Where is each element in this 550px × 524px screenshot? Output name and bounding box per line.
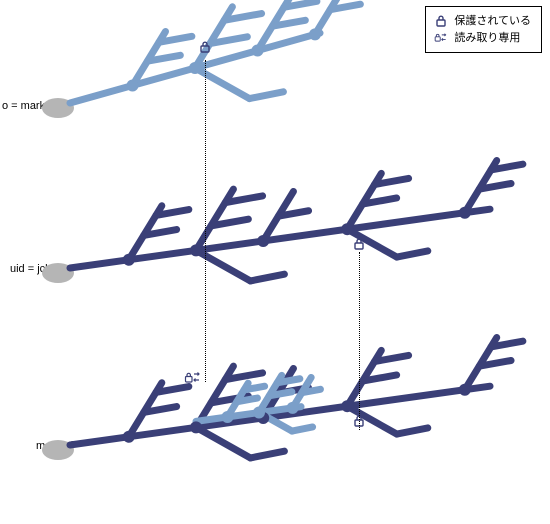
diagram-canvas: 保護されている 読み取り専用 o = marketing uid = jclar… [0,0,550,524]
tree-merged [0,0,550,524]
connector-line [359,252,360,430]
connector-line [205,60,206,382]
